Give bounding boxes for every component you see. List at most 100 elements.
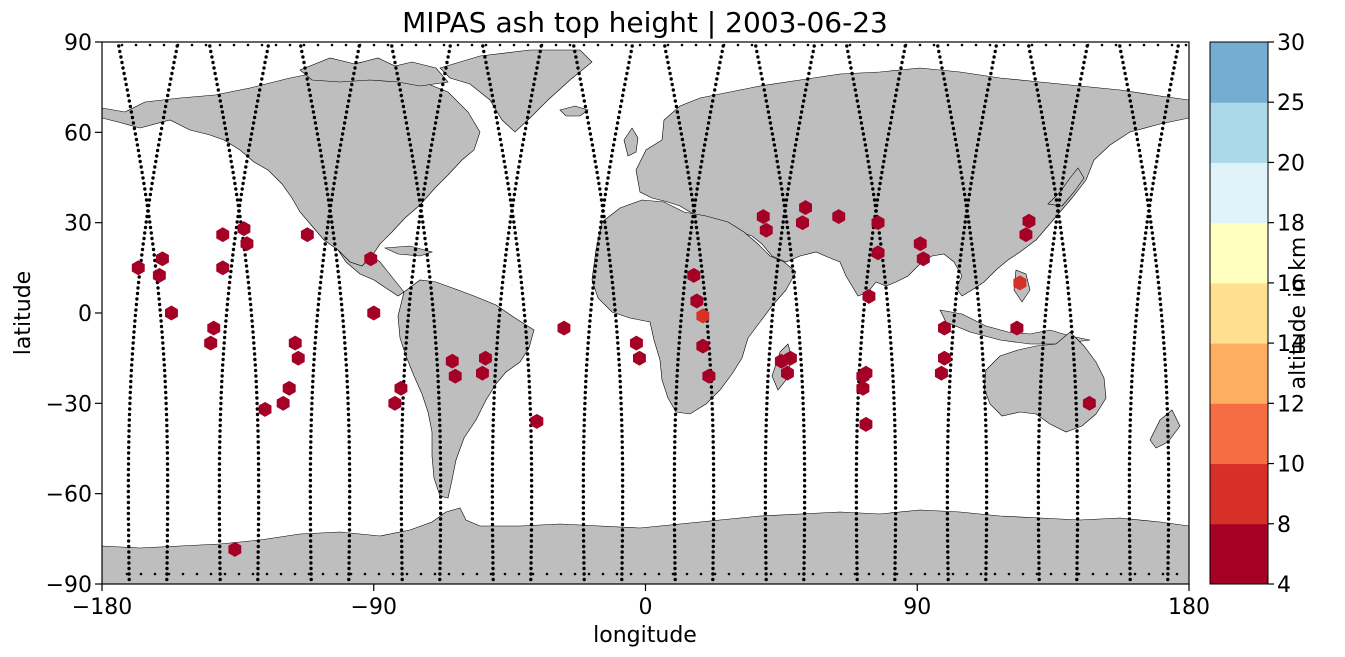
track-dot bbox=[129, 110, 134, 114]
track-dot bbox=[889, 115, 894, 120]
track-dot bbox=[932, 43, 936, 47]
track-dot bbox=[316, 137, 321, 142]
track-dot bbox=[1038, 390, 1043, 395]
track-dot bbox=[1075, 511, 1080, 516]
track-dot bbox=[715, 77, 719, 81]
track-dot bbox=[596, 176, 600, 180]
track-dot bbox=[971, 170, 975, 175]
track-dot bbox=[620, 572, 624, 576]
track-dot bbox=[1152, 176, 1156, 180]
track-dot bbox=[248, 297, 252, 301]
track-dot bbox=[800, 385, 805, 389]
track-dot bbox=[855, 550, 859, 554]
track-dot bbox=[400, 429, 404, 433]
track-dot bbox=[1131, 352, 1136, 356]
track-dot bbox=[968, 187, 972, 191]
track-dot bbox=[674, 401, 678, 406]
track-dot bbox=[614, 126, 619, 131]
track-dot bbox=[143, 231, 147, 235]
track-dot bbox=[613, 132, 618, 136]
track-dot bbox=[165, 506, 170, 510]
track-dot bbox=[1073, 374, 1077, 378]
track-dot bbox=[499, 297, 503, 301]
track-dot bbox=[629, 572, 633, 576]
track-dot bbox=[672, 506, 677, 510]
track-dot bbox=[620, 440, 624, 444]
track-dot bbox=[612, 297, 616, 301]
track-dot bbox=[979, 335, 984, 340]
track-dot bbox=[347, 478, 352, 483]
track-dot bbox=[525, 346, 529, 351]
track-dot bbox=[245, 159, 249, 164]
track-dot bbox=[673, 550, 677, 554]
colorbar-band bbox=[1210, 523, 1268, 585]
track-dot bbox=[331, 187, 335, 191]
track-dot bbox=[618, 104, 623, 109]
track-dot bbox=[884, 143, 889, 147]
track-dot bbox=[951, 330, 955, 334]
track-dot bbox=[507, 187, 511, 191]
track-dot bbox=[622, 88, 626, 92]
track-dot bbox=[764, 544, 768, 549]
track-dot bbox=[889, 352, 894, 356]
track-dot bbox=[1040, 363, 1044, 367]
track-dot bbox=[946, 440, 950, 444]
track-dot bbox=[1164, 374, 1168, 378]
track-dot bbox=[943, 82, 947, 87]
track-dot bbox=[347, 544, 351, 549]
track-dot bbox=[1120, 55, 1124, 59]
track-dot bbox=[165, 522, 170, 527]
track-dot bbox=[652, 43, 656, 47]
track-dot bbox=[217, 495, 222, 499]
track-dot bbox=[439, 489, 443, 494]
track-dot bbox=[711, 434, 715, 439]
track-dot bbox=[1049, 572, 1053, 576]
track-dot bbox=[311, 374, 315, 378]
track-dot bbox=[410, 275, 414, 279]
track-dot bbox=[523, 126, 528, 131]
track-dot bbox=[251, 330, 255, 334]
track-dot bbox=[619, 396, 623, 400]
track-dot bbox=[400, 550, 404, 554]
track-dot bbox=[256, 456, 261, 461]
track-dot bbox=[940, 66, 944, 70]
track-dot bbox=[127, 440, 131, 444]
track-dot bbox=[156, 286, 160, 290]
track-dot bbox=[796, 126, 801, 131]
track-dot bbox=[984, 99, 988, 103]
track-dot bbox=[586, 346, 590, 351]
track-dot bbox=[218, 445, 222, 450]
track-dot bbox=[1063, 165, 1067, 169]
track-dot bbox=[1067, 297, 1071, 301]
track-dot bbox=[401, 396, 405, 400]
track-dot bbox=[490, 451, 495, 455]
track-dot bbox=[700, 269, 704, 274]
x-axis-ticks: −180 −90 0 90 180 bbox=[72, 584, 1210, 620]
track-dot bbox=[982, 379, 986, 384]
track-dot bbox=[984, 456, 989, 461]
track-dot bbox=[229, 269, 233, 274]
track-dot bbox=[256, 577, 260, 582]
track-dot bbox=[871, 192, 876, 197]
track-dot bbox=[886, 313, 891, 318]
track-dot bbox=[309, 561, 313, 565]
track-dot bbox=[616, 352, 621, 356]
track-dot bbox=[694, 220, 698, 224]
track-dot bbox=[256, 555, 260, 560]
track-dot bbox=[155, 154, 159, 158]
track-dot bbox=[612, 302, 617, 307]
track-dot bbox=[405, 324, 410, 329]
track-dot bbox=[512, 43, 516, 47]
track-dot bbox=[1074, 407, 1079, 411]
track-dot bbox=[799, 368, 804, 373]
track-dot bbox=[309, 434, 313, 439]
track-dot bbox=[870, 236, 874, 241]
track-dot bbox=[984, 511, 989, 516]
track-dot bbox=[620, 539, 625, 543]
track-dot bbox=[750, 43, 754, 47]
track-dot bbox=[538, 49, 542, 54]
track-dot bbox=[540, 43, 544, 47]
track-dot bbox=[766, 110, 771, 114]
track-dot bbox=[347, 451, 352, 455]
track-dot bbox=[614, 324, 619, 329]
